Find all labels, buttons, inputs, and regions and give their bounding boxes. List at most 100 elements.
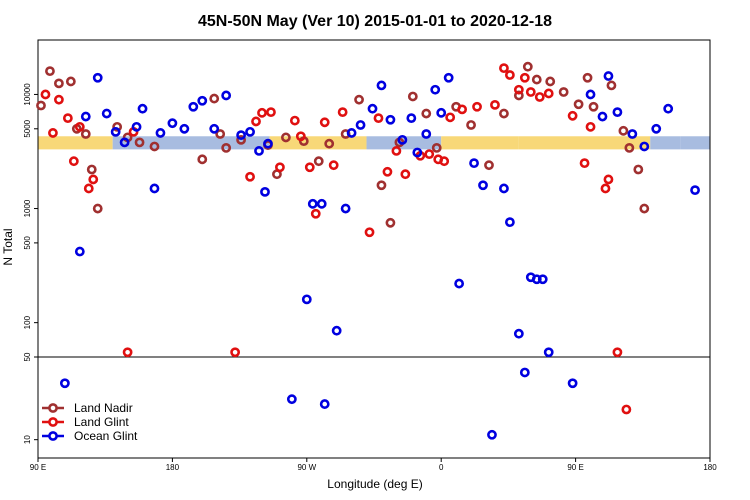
data-point (331, 325, 342, 336)
data-point (260, 186, 270, 197)
data-point (582, 72, 593, 83)
data-point (469, 158, 479, 169)
data-point (400, 169, 411, 180)
legend-label: Ocean Glint (74, 429, 138, 443)
data-point (454, 278, 465, 289)
data-point (443, 72, 454, 83)
legend-marker (48, 403, 58, 413)
data-point (513, 90, 524, 101)
data-point (215, 129, 226, 139)
data-point (639, 203, 650, 214)
data-point (340, 203, 351, 214)
data-point (301, 294, 312, 305)
data-point (639, 141, 650, 152)
data-point (59, 378, 70, 389)
data-point (304, 162, 315, 173)
data-point (606, 80, 617, 91)
data-point (624, 143, 635, 153)
data-point (543, 347, 554, 358)
data-point (92, 72, 103, 83)
y-tick-label: 100 (23, 315, 32, 329)
data-point (257, 107, 267, 118)
data-point (245, 126, 255, 137)
y-tick-label: 10 (23, 435, 32, 444)
data-point (254, 146, 264, 156)
data-point (597, 111, 608, 122)
data-point (221, 90, 232, 101)
data-point (355, 120, 366, 130)
band-segment (269, 136, 367, 150)
data-point (567, 378, 578, 389)
data-point (310, 208, 321, 219)
band-segment (680, 136, 710, 150)
plot-frame (37, 39, 711, 459)
data-point (373, 113, 384, 124)
legend-label: Land Nadir (74, 401, 133, 415)
y-axis-label: N Total (1, 228, 15, 265)
data-point (397, 134, 408, 145)
data-point (585, 121, 596, 132)
y-tick-label: 50 (23, 352, 32, 361)
data-point (236, 134, 246, 145)
series-ocean-glint (59, 71, 700, 440)
data-point (612, 107, 623, 118)
x-tick-label: 0 (439, 463, 444, 472)
y-tick-label: 1000 (23, 199, 32, 217)
series-land-nadir (36, 61, 650, 228)
data-point (245, 171, 255, 182)
band-segment (518, 136, 651, 150)
data-point (603, 174, 614, 185)
data-point (179, 123, 190, 134)
series-land-glint (40, 63, 632, 415)
data-point (543, 88, 554, 99)
data-point (385, 217, 396, 228)
data-point (209, 123, 220, 134)
data-point (534, 92, 545, 102)
data-point (36, 100, 46, 111)
data-point (236, 130, 246, 141)
data-point (487, 429, 497, 440)
data-point (519, 367, 530, 378)
legend-marker (48, 431, 58, 441)
band-segment (396, 136, 442, 150)
data-point (337, 107, 348, 118)
data-point (499, 108, 509, 119)
data-point (209, 93, 220, 104)
data-point (275, 162, 285, 173)
data-point (424, 149, 435, 160)
data-point (445, 112, 456, 123)
data-point (319, 117, 330, 128)
data-point (421, 108, 432, 119)
data-point (391, 146, 402, 156)
reference-band (38, 136, 710, 150)
data-point (80, 129, 91, 139)
data-point (122, 347, 133, 358)
data-point (573, 99, 584, 110)
data-point (54, 94, 64, 105)
data-point (263, 138, 273, 149)
data-point (364, 227, 375, 238)
data-point (289, 115, 300, 126)
data-point (68, 156, 79, 167)
data-point (651, 123, 662, 134)
data-point (251, 116, 261, 127)
data-point (266, 107, 276, 118)
data-point (197, 95, 208, 106)
data-point (307, 198, 318, 209)
x-axis-label: Longitude (deg E) (327, 477, 422, 491)
legend-label: Land Glint (74, 415, 129, 429)
data-point (319, 399, 330, 409)
band-segment (441, 136, 519, 150)
band-segment (650, 136, 681, 150)
data-point (513, 84, 524, 95)
y-tick-label: 500 (23, 236, 32, 250)
x-tick-label: 180 (166, 463, 180, 472)
data-point (112, 121, 123, 132)
data-point (621, 404, 632, 415)
data-point (101, 108, 112, 119)
data-point (412, 147, 423, 158)
y-tick-label: 10000 (23, 83, 32, 106)
legend-marker (48, 417, 58, 427)
